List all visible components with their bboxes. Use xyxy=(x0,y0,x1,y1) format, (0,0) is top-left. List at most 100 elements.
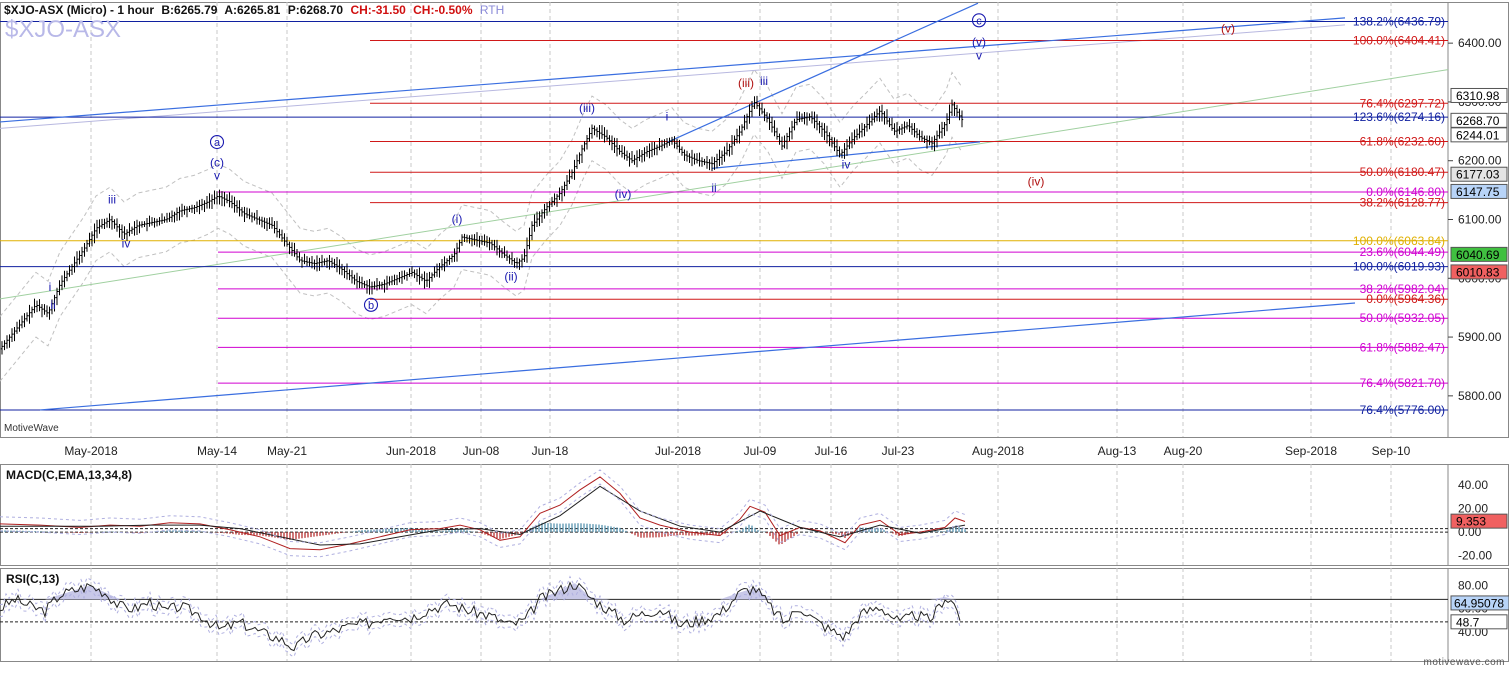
fib-level-label: 100.0%(6404.41) xyxy=(1353,34,1445,48)
y-tick-label: 6100.00 xyxy=(1458,213,1502,227)
x-tick-label: Aug-2018 xyxy=(972,444,1024,458)
macd-line xyxy=(0,476,966,551)
x-tick-label: May-14 xyxy=(197,444,237,458)
x-tick-label: Jul-23 xyxy=(882,444,915,458)
ma-line xyxy=(0,69,1449,300)
price-tag-label: 6244.01 xyxy=(1456,128,1500,142)
symbol-title: $XJO-ASX (Micro) - 1 hour xyxy=(4,3,155,17)
rsi-title: RSI(C,13) xyxy=(6,572,60,586)
fib-level-label: 76.4%(5776.00) xyxy=(1360,403,1445,417)
ask-value: A:6265.81 xyxy=(224,3,281,17)
x-tick-label: Aug-13 xyxy=(1098,444,1137,458)
macd-title: MACD(C,EMA,13,34,8) xyxy=(6,468,133,482)
fib-level-label: 100.0%(6019.93) xyxy=(1353,260,1445,274)
fib-level-label: 0.0%(6146.80) xyxy=(1366,185,1445,199)
fib-level-label: 76.4%(5821.70) xyxy=(1360,376,1445,390)
wave-label: iv xyxy=(842,157,851,171)
wave-label: (iv) xyxy=(1028,174,1045,188)
brand-label: MotiveWave xyxy=(4,423,59,434)
bid-value: B:6265.79 xyxy=(161,3,218,17)
wave-label: c xyxy=(976,15,982,27)
macd-y-tick-label: -20.00 xyxy=(1458,549,1492,563)
wave-label-circle xyxy=(209,134,225,150)
rsi-overbought-fill xyxy=(105,592,120,600)
price-tag-box xyxy=(1450,246,1508,262)
rsi-overbought-fill xyxy=(755,587,770,600)
rsi-y-tick-label: 80.00 xyxy=(1458,578,1488,592)
price-tag-label: 6147.75 xyxy=(1456,185,1500,199)
price-tag-box xyxy=(1450,166,1508,182)
fib-level-label: 50.0%(5932.05) xyxy=(1360,311,1445,325)
rsi-band-upper xyxy=(0,575,961,646)
rsi-tag-b-label: 48.7 xyxy=(1456,615,1480,629)
wave-label: v xyxy=(976,49,982,63)
rsi-overbought-fill xyxy=(590,597,610,600)
x-tick-label: Jun-18 xyxy=(532,444,569,458)
pane-frame-price xyxy=(0,2,1509,438)
fib-level-label: 100.0%(6063.84) xyxy=(1353,234,1445,248)
x-tick-label: Jun-08 xyxy=(463,444,500,458)
wave-label: ii xyxy=(711,181,716,195)
rsi-overbought-fill xyxy=(930,597,945,600)
trend-line xyxy=(711,141,981,169)
fib-level-label: 38.2%(6128.77) xyxy=(1360,196,1445,210)
wave-label: (iii) xyxy=(738,76,754,90)
x-tick-label: Jul-16 xyxy=(815,444,848,458)
x-tick-label: Aug-20 xyxy=(1164,444,1203,458)
wave-label: (ii) xyxy=(504,270,517,284)
wave-label: ii xyxy=(50,298,55,312)
rsi-overbought-fill xyxy=(75,585,90,600)
rsi-overbought-fill xyxy=(945,597,955,600)
price-tag-label: 6040.69 xyxy=(1456,248,1500,262)
fib-level-label: 123.6%(6274.16) xyxy=(1353,110,1445,124)
price-tag-box xyxy=(1450,264,1508,280)
wave-label: (c) xyxy=(210,156,224,170)
macd-band-lower xyxy=(0,483,966,558)
wave-label: i xyxy=(49,280,52,294)
rsi-overbought-fill xyxy=(90,585,105,600)
price-tag-label: 6010.83 xyxy=(1456,265,1500,279)
rsi-overbought-fill xyxy=(560,583,575,600)
wave-label: (i) xyxy=(452,212,463,226)
fib-level-label: 23.6%(6044.49) xyxy=(1360,245,1445,259)
macd-y-tick-label: 40.00 xyxy=(1458,478,1488,492)
x-tick-label: May-21 xyxy=(267,444,307,458)
macd-tag-label: 9.353 xyxy=(1456,515,1486,529)
pane-frame-rsi xyxy=(0,568,1509,662)
fib-level-label: 50.0%(6180.47) xyxy=(1360,165,1445,179)
y-tick-label: 5800.00 xyxy=(1458,389,1502,403)
chart-header: $XJO-ASX (Micro) - 1 hour B:6265.79 A:62… xyxy=(4,3,508,17)
rsi-overbought-fill xyxy=(45,594,60,600)
price-tag-label: 6310.98 xyxy=(1456,89,1500,103)
channel-line xyxy=(0,24,1346,129)
rsi-band-lower xyxy=(0,587,961,658)
wave-label: b xyxy=(368,300,374,312)
price-value: P:6268.70 xyxy=(287,3,344,17)
wave-label-circle xyxy=(363,297,379,312)
x-tick-label: Jun-2018 xyxy=(386,444,436,458)
trend-line xyxy=(39,302,1356,411)
price-tag-box xyxy=(1450,127,1508,143)
price-tag-box xyxy=(1450,87,1508,103)
wave-label: (v) xyxy=(1221,22,1235,36)
fib-level-label: 76.4%(6297.72) xyxy=(1360,96,1445,110)
price-tag-label: 6177.03 xyxy=(1456,168,1500,182)
rsi-overbought-fill xyxy=(575,583,590,600)
rsi-overbought-fill xyxy=(540,590,560,600)
change-value: CH:-31.50 xyxy=(350,3,406,17)
rsi-line xyxy=(0,581,961,652)
wave-label: iii xyxy=(108,193,116,207)
macd-y-tick-label: 20.00 xyxy=(1458,502,1488,516)
fib-level-label: 138.2%(6436.79) xyxy=(1353,15,1445,29)
macd-band-upper xyxy=(0,469,966,544)
wave-label: (iv) xyxy=(615,187,632,201)
wave-label: v xyxy=(214,169,220,183)
macd-signal-line xyxy=(0,485,966,546)
wave-label: iv xyxy=(122,237,131,251)
site-label: motivewave.com xyxy=(1423,657,1505,668)
wave-label: (v) xyxy=(972,35,986,49)
fib-level-label: 61.8%(5882.47) xyxy=(1360,340,1445,354)
wave-label-circle xyxy=(971,13,987,28)
rsi-tag-a-box xyxy=(1450,595,1509,611)
